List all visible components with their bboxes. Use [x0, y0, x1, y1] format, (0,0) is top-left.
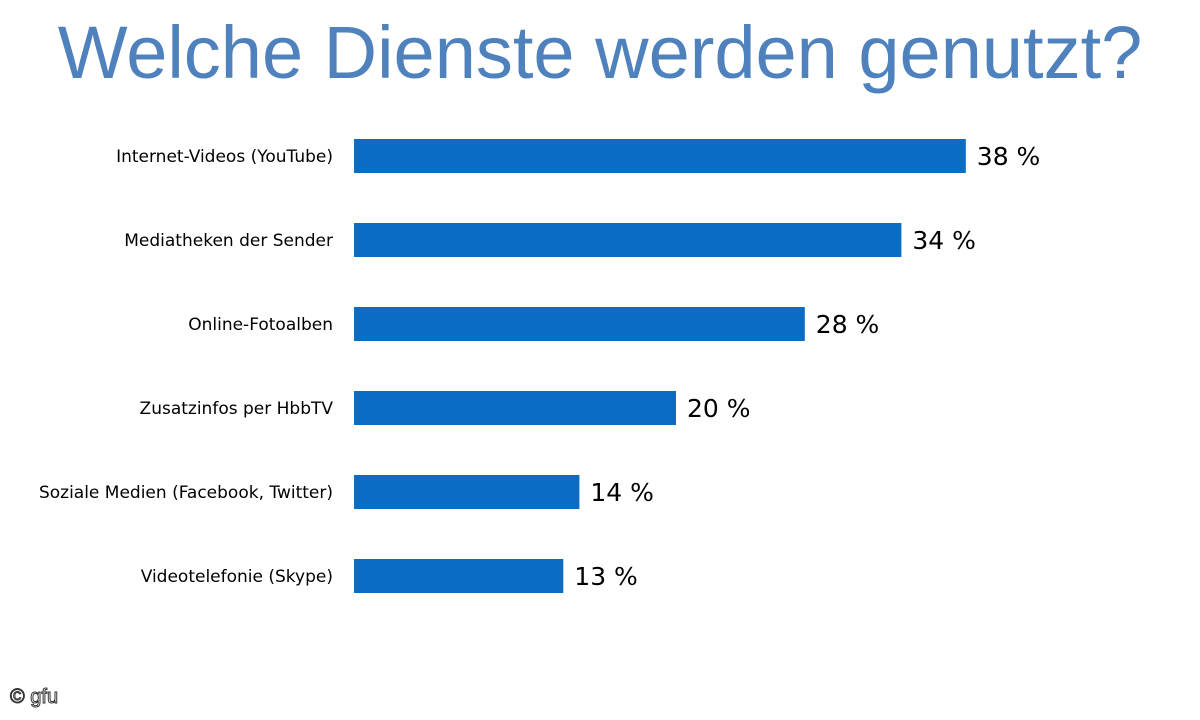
value-label: 20 %: [687, 394, 751, 423]
category-label: Soziale Medien (Facebook, Twitter): [39, 483, 333, 503]
value-label: 14 %: [590, 478, 654, 507]
value-label: 38 %: [977, 142, 1041, 171]
chart-title: Welche Dienste werden genutzt?: [57, 11, 1143, 94]
value-label: 13 %: [574, 562, 638, 591]
category-label: Internet-Videos (YouTube): [116, 147, 333, 167]
value-label: 34 %: [912, 226, 976, 255]
category-label: Online-Fotoalben: [188, 315, 333, 335]
bar: [354, 391, 676, 425]
category-label: Videotelefonie (Skype): [141, 567, 333, 587]
bar: [354, 223, 902, 257]
bar: [354, 307, 805, 341]
bar: [354, 559, 564, 593]
category-label: Mediatheken der Sender: [124, 231, 333, 251]
value-label: 28 %: [816, 310, 880, 339]
copyright-credit: © gfu: [9, 686, 59, 709]
category-label: Zusatzinfos per HbbTV: [140, 399, 334, 419]
bar: [354, 139, 966, 173]
bar: [354, 475, 580, 509]
